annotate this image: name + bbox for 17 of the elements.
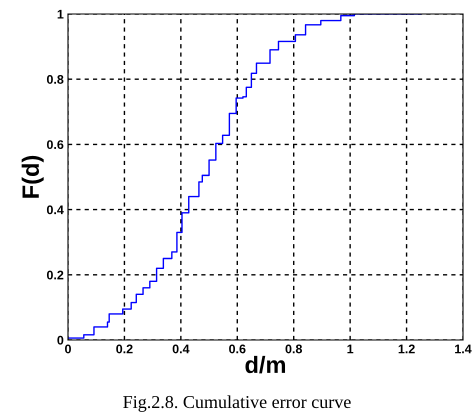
x-tick-label: 0.8 (286, 344, 302, 354)
y-tick-label: 0.4 (46, 205, 64, 214)
x-tick-label: 0 (65, 344, 71, 354)
y-tick-label: 0.6 (46, 140, 64, 150)
x-tick-label: 1.2 (398, 344, 415, 354)
y-tick-label: 0.8 (46, 75, 64, 84)
y-tick-label: 1 (58, 10, 64, 19)
caption: Fig.2.8. Cumulative error curve (123, 395, 351, 412)
x-tick-label: 0.6 (229, 344, 246, 354)
x-axis-title: d/m (245, 356, 286, 374)
x-tick-label: 0.4 (172, 344, 190, 354)
y-axis-title: F(d) (22, 156, 44, 198)
x-tick-label: 1.4 (455, 344, 472, 354)
x-tick-label: 0.2 (116, 344, 133, 354)
y-tick-label: 0.2 (46, 270, 64, 280)
x-tick-label: 1 (347, 344, 354, 354)
y-tick-label: 0 (57, 336, 64, 345)
